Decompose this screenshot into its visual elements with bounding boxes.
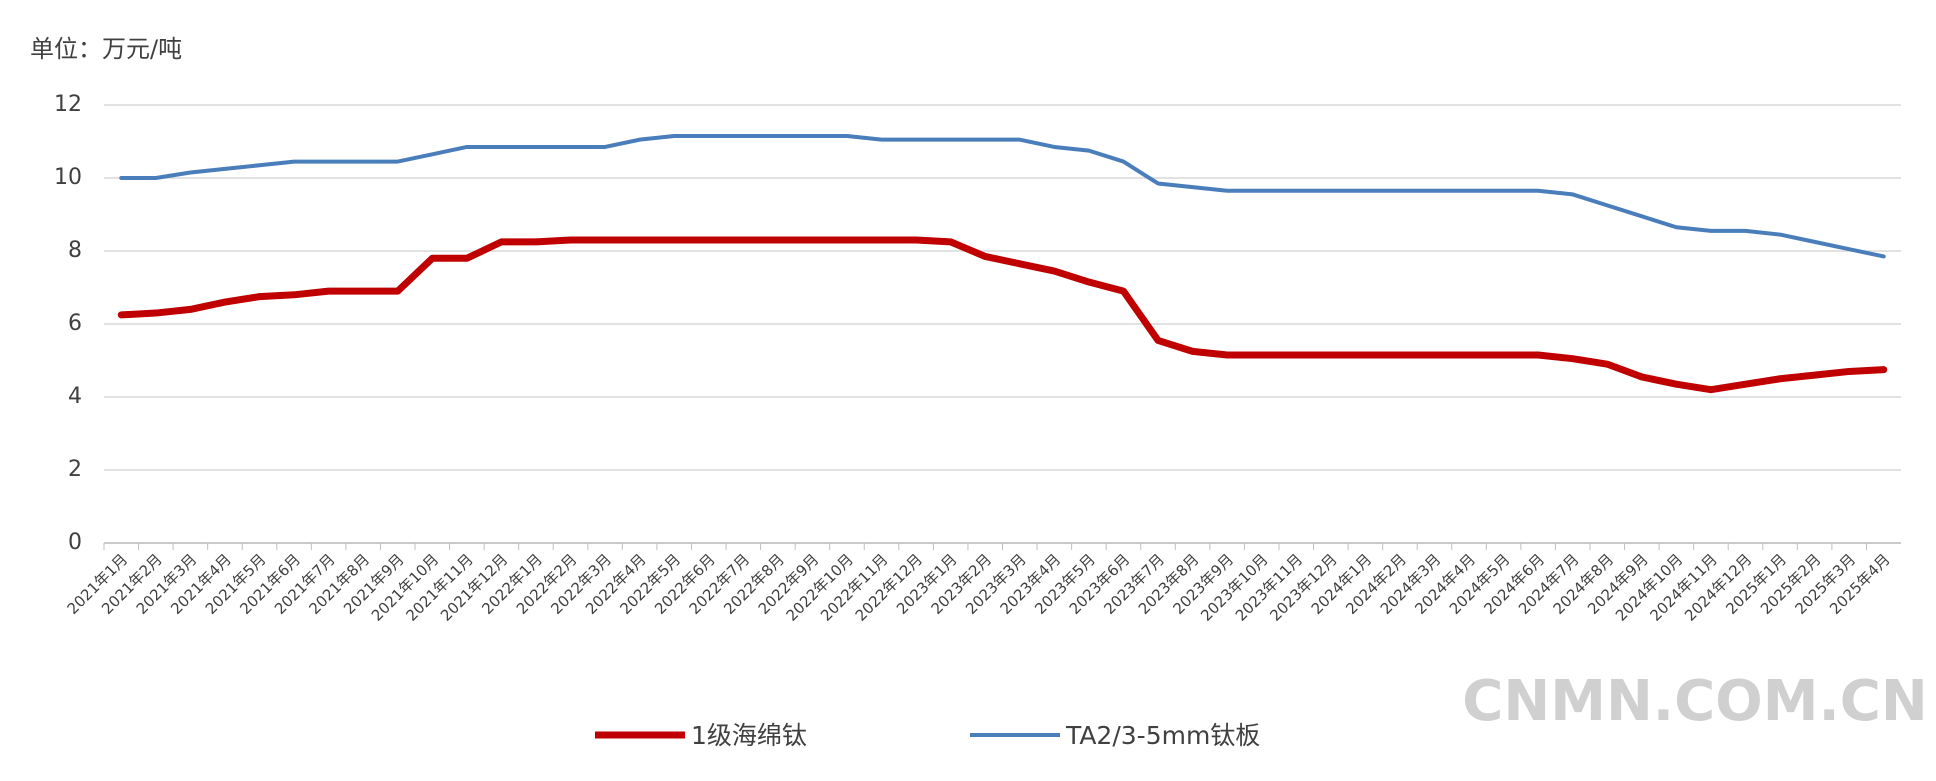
legend-label: 1级海绵钛	[691, 721, 807, 750]
y-tick-label: 0	[68, 530, 82, 555]
y-tick-label: 10	[54, 165, 82, 190]
y-tick-label: 6	[68, 311, 82, 336]
legend-label: TA2/3-5mm钛板	[1065, 721, 1260, 750]
y-tick-label: 12	[54, 92, 82, 117]
series-line	[119, 134, 1886, 259]
watermark: CNMN.COM.CN	[1462, 669, 1928, 734]
y-tick-label: 4	[68, 384, 82, 409]
unit-label: 单位：万元/吨	[30, 35, 182, 63]
series-line	[117, 236, 1888, 394]
y-tick-label: 2	[68, 457, 82, 482]
y-tick-label: 8	[68, 238, 82, 263]
